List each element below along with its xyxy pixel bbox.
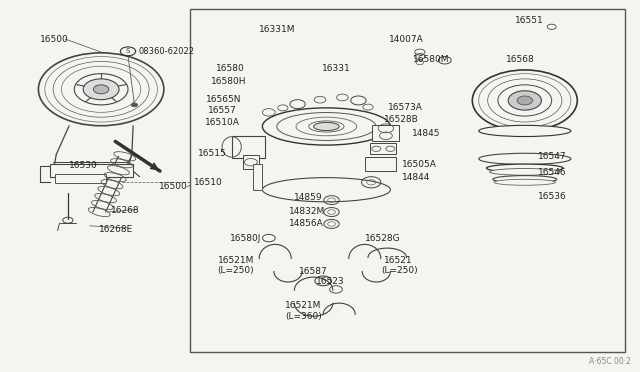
Text: 16530: 16530 (69, 161, 98, 170)
Text: (L=250): (L=250) (381, 266, 417, 275)
Bar (243, 155, 259, 169)
Text: 16568: 16568 (506, 55, 534, 64)
Text: 16505A: 16505A (402, 160, 436, 169)
Text: 16528B: 16528B (384, 115, 419, 124)
Text: 14832M: 14832M (289, 207, 326, 216)
Text: 16510A: 16510A (205, 118, 239, 127)
Text: 16331M: 16331M (259, 25, 296, 34)
Text: 16557: 16557 (208, 106, 237, 115)
Bar (232, 136, 265, 158)
Ellipse shape (490, 169, 560, 175)
Text: 14859: 14859 (294, 193, 323, 202)
Text: 16580J: 16580J (230, 234, 262, 243)
Text: 16521: 16521 (384, 256, 413, 265)
Text: A·65C 00·2: A·65C 00·2 (589, 357, 630, 366)
Circle shape (131, 103, 138, 107)
Text: 16551: 16551 (515, 16, 544, 25)
Text: 16500: 16500 (159, 182, 188, 191)
Text: 14844: 14844 (402, 173, 430, 182)
Text: 16510: 16510 (194, 178, 223, 187)
Text: 16565N: 16565N (206, 95, 241, 104)
Ellipse shape (486, 164, 563, 172)
Text: 08360-62022: 08360-62022 (138, 47, 195, 56)
Text: 16587: 16587 (299, 267, 328, 276)
Bar (372, 125, 399, 141)
Text: 16521M: 16521M (218, 256, 254, 265)
Text: 16536: 16536 (538, 192, 566, 201)
Bar (190, 9, 625, 352)
Text: 16547: 16547 (538, 153, 566, 161)
Text: 14856A: 14856A (289, 219, 324, 228)
Bar (314, 115, 339, 298)
Circle shape (83, 79, 119, 100)
Text: 16580H: 16580H (211, 77, 246, 86)
Circle shape (93, 85, 109, 94)
Text: 16523: 16523 (316, 277, 345, 286)
Bar (55, 174, 106, 183)
Text: 14845: 14845 (412, 129, 440, 138)
Text: 16500: 16500 (40, 35, 68, 44)
Ellipse shape (479, 153, 571, 164)
Text: 16573A: 16573A (388, 103, 422, 112)
Bar (365, 157, 396, 171)
Ellipse shape (262, 177, 390, 202)
Bar (50, 164, 133, 177)
Text: 16521M: 16521M (285, 301, 321, 310)
Ellipse shape (479, 125, 571, 137)
Ellipse shape (262, 108, 390, 145)
Text: 16546: 16546 (538, 169, 566, 177)
Circle shape (508, 91, 541, 110)
Text: 16268: 16268 (111, 206, 140, 215)
Ellipse shape (314, 122, 339, 131)
Circle shape (517, 96, 532, 105)
Text: 16331: 16331 (322, 64, 351, 73)
Ellipse shape (317, 123, 336, 130)
Bar (253, 164, 262, 190)
Text: 16515: 16515 (198, 149, 227, 158)
Text: 16268E: 16268E (99, 225, 134, 234)
Text: 16528G: 16528G (365, 234, 401, 243)
Text: (L=360): (L=360) (285, 312, 321, 321)
Bar (370, 143, 396, 154)
Text: 16580M: 16580M (413, 55, 449, 64)
Text: (L=250): (L=250) (218, 266, 254, 275)
Text: S: S (126, 48, 130, 54)
Ellipse shape (494, 179, 556, 185)
Circle shape (320, 123, 333, 130)
Text: 14007A: 14007A (389, 35, 424, 44)
Text: 16580: 16580 (216, 64, 245, 73)
Ellipse shape (493, 176, 557, 183)
